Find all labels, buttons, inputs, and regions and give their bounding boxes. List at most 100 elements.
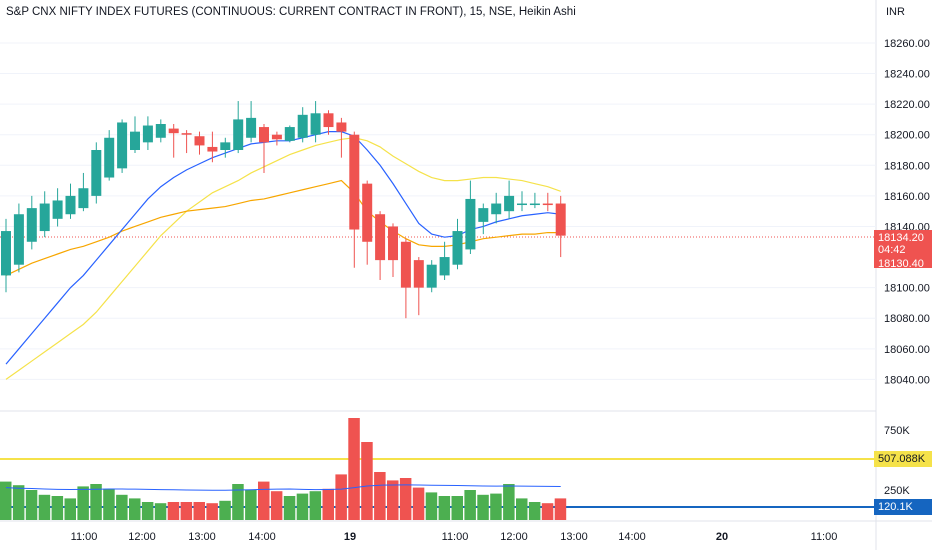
volume-bar — [528, 502, 541, 520]
volume-ma-line — [5, 484, 561, 491]
volume-bar — [129, 498, 141, 520]
time-axis-label: 11:00 — [442, 531, 469, 543]
volume-bar — [477, 494, 489, 520]
volume-bar — [0, 481, 12, 520]
last-price-badge: 18134.20 04:42 18130.40 — [874, 230, 932, 270]
candle-body — [181, 133, 192, 135]
last-price-value: 18134.20 — [878, 232, 924, 244]
candle-body — [168, 128, 179, 134]
volume-bar — [296, 493, 309, 520]
candle-body — [78, 188, 89, 209]
time-axis-label: 12:00 — [128, 531, 156, 543]
candle-body — [104, 137, 115, 178]
price-tick-label: 18220.00 — [884, 99, 930, 111]
volume-bar — [412, 487, 425, 520]
candle-body — [375, 214, 386, 261]
candle-body — [207, 146, 218, 152]
ema-slow-line — [5, 137, 561, 380]
candle-body — [155, 124, 166, 138]
volume-ma-badge: 507.088K — [874, 451, 932, 467]
price-tick-label: 18060.00 — [884, 344, 930, 356]
candle-body — [26, 208, 37, 242]
price-tick-label: 18200.00 — [884, 130, 930, 142]
volume-bar — [25, 490, 38, 520]
volume-bar — [154, 503, 167, 520]
bar-countdown: 04:42 — [878, 244, 906, 256]
volume-bar — [503, 484, 515, 520]
candle-body — [452, 231, 463, 265]
volume-bar — [103, 488, 115, 520]
volume-bar — [38, 494, 51, 520]
volume-bar — [283, 496, 296, 520]
price-tick-label: 18240.00 — [884, 69, 930, 81]
time-axis-label: 19 — [344, 531, 356, 543]
candle-body — [400, 241, 411, 288]
volume-bar — [322, 488, 334, 520]
price-tick-label: 18100.00 — [884, 283, 930, 295]
volume-tick-label: 750K — [884, 425, 910, 437]
time-axis-label: 13:00 — [560, 531, 588, 543]
volume-bar — [90, 484, 102, 520]
volume-bar — [335, 474, 347, 520]
candle-body — [233, 119, 244, 150]
candle-body — [91, 150, 102, 196]
candle-body — [349, 134, 360, 230]
candle-body — [297, 114, 308, 138]
candle-body — [388, 226, 398, 261]
volume-bar — [12, 485, 25, 520]
candle-body — [259, 127, 269, 143]
candle-body — [117, 122, 128, 169]
volume-bar — [219, 500, 231, 520]
time-axis-label: 20 — [716, 531, 728, 543]
candle-body — [362, 183, 373, 242]
ema-fast-line — [5, 131, 561, 365]
volume-bar — [64, 498, 76, 520]
candle-body — [426, 264, 437, 288]
time-axis-label: 14:00 — [248, 531, 276, 543]
volume-bar — [399, 478, 412, 520]
price-tick-label: 18160.00 — [884, 191, 930, 203]
volume-bar — [232, 484, 244, 520]
volume-bar — [387, 480, 399, 520]
volume-bar — [77, 486, 89, 520]
candle-body — [246, 117, 257, 138]
candle-body — [194, 136, 205, 146]
candle-body — [52, 200, 63, 219]
volume-tick-label: 250K — [884, 485, 910, 497]
candle-body — [65, 195, 76, 215]
volume-bar — [490, 493, 502, 520]
volume-bar — [361, 442, 373, 520]
candle-body — [142, 125, 153, 143]
volume-bar — [541, 503, 554, 520]
candle-body — [13, 214, 24, 265]
price-tick-label: 18040.00 — [884, 374, 930, 386]
candle-body — [39, 203, 50, 232]
volume-bar — [516, 498, 528, 520]
secondary-price-value: 18130.40 — [878, 258, 924, 270]
candle-body — [284, 127, 295, 141]
volume-bar — [451, 496, 463, 520]
time-axis-label: 14:00 — [618, 531, 646, 543]
time-axis-label: 11:00 — [71, 531, 98, 543]
price-tick-label: 18260.00 — [884, 38, 930, 50]
candle-body — [504, 195, 515, 212]
volume-bar — [270, 491, 283, 520]
volume-bar — [206, 503, 218, 520]
volume-bars — [0, 418, 567, 520]
volume-bar — [245, 490, 257, 520]
price-tick-label: 18180.00 — [884, 160, 930, 172]
candle-body — [271, 134, 282, 140]
candle-body — [336, 122, 347, 132]
indicator-lines — [5, 131, 561, 491]
candle-body — [439, 257, 450, 276]
volume-bar — [180, 502, 193, 520]
symbol-title[interactable]: S&P CNX NIFTY INDEX FUTURES (CONTINUOUS:… — [6, 6, 576, 18]
volume-bar — [464, 490, 476, 520]
volume-bar — [116, 494, 128, 520]
candle-body — [130, 131, 140, 150]
volume-bar — [51, 496, 64, 520]
currency-label: INR — [886, 6, 905, 18]
